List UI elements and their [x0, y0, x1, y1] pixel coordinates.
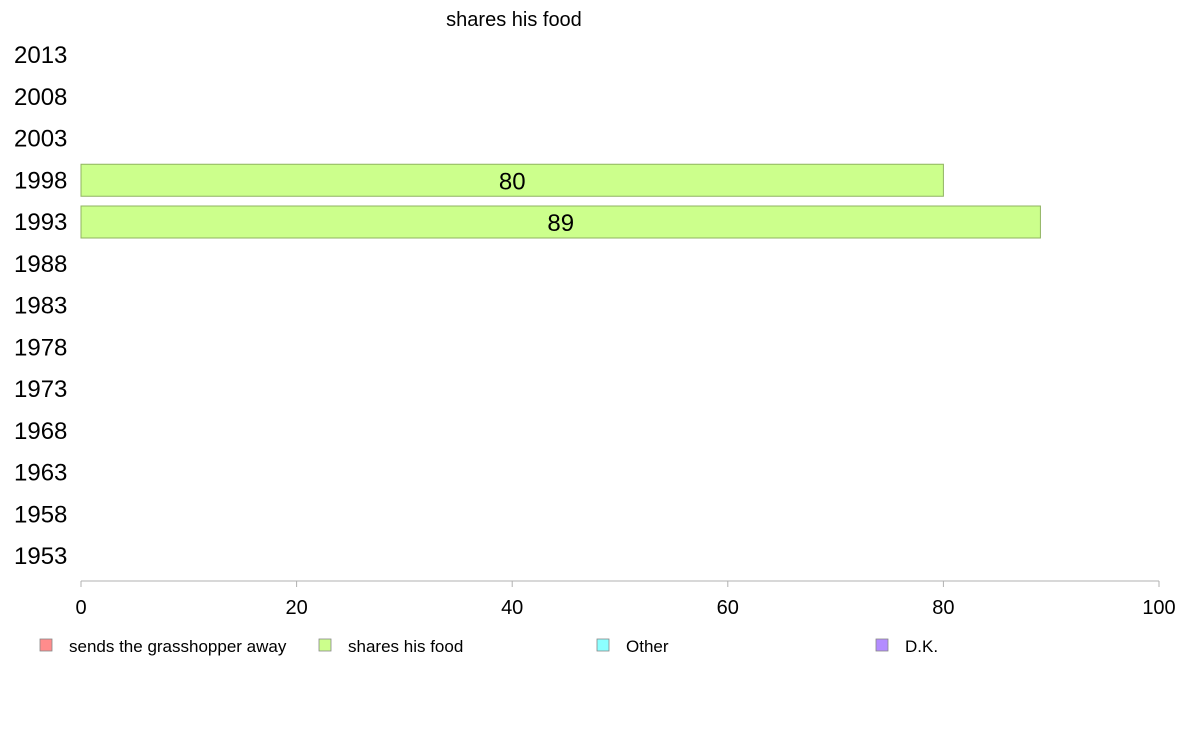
bar-data-labels: 80 89 — [499, 168, 574, 237]
bar — [80, 163, 944, 197]
legend: sends the grasshopper away shares his foo… — [39, 637, 938, 656]
x-tick-label: 100 — [1142, 597, 1175, 619]
y-tick-label: 1973 — [14, 376, 67, 403]
y-tick-label: 1963 — [14, 460, 67, 487]
x-tick-label: 80 — [932, 597, 954, 619]
x-tick-label: 0 — [75, 597, 86, 619]
legend-label: Other — [626, 637, 669, 656]
bar-value-label: 80 — [499, 168, 526, 195]
y-tick-label: 1953 — [14, 543, 67, 570]
y-tick-label: 1983 — [14, 293, 67, 320]
y-axis-labels: 2013 2008 2003 1998 1993 1988 1983 1978 1973 1968… — [14, 42, 67, 570]
bar — [80, 205, 1041, 239]
legend-swatch — [39, 638, 53, 652]
legend-swatch — [875, 638, 889, 652]
legend-swatch — [596, 638, 610, 652]
y-tick-label: 1988 — [14, 251, 67, 278]
x-tick-label: 20 — [285, 597, 307, 619]
bars-group — [80, 163, 1041, 239]
x-tick-label: 40 — [501, 597, 523, 619]
y-tick-label: 1978 — [14, 334, 67, 361]
y-tick-label: 2008 — [14, 84, 67, 111]
x-tick-label: 60 — [717, 597, 739, 619]
legend-label: D.K. — [905, 637, 938, 656]
x-axis: 0 20 40 60 80 100 — [75, 580, 1176, 619]
chart-title: shares his food — [446, 9, 582, 31]
legend-label: sends the grasshopper away — [69, 637, 287, 656]
legend-swatch — [318, 638, 332, 652]
y-tick-label: 2003 — [14, 126, 67, 153]
y-tick-label: 1958 — [14, 501, 67, 528]
y-tick-label: 1993 — [14, 209, 67, 236]
legend-label: shares his food — [348, 637, 463, 656]
y-tick-label: 1968 — [14, 418, 67, 445]
y-tick-label: 1998 — [14, 167, 67, 194]
bar-value-label: 89 — [547, 210, 574, 237]
y-tick-label: 2013 — [14, 42, 67, 69]
